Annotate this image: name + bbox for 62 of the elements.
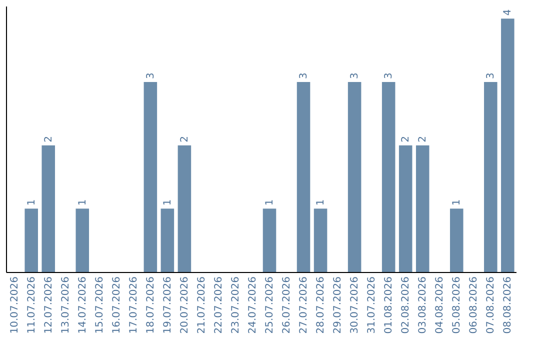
data-label: 3: [350, 72, 361, 79]
x-tick-label: 30.07.2026: [350, 276, 361, 334]
bar: [450, 208, 464, 272]
x-tick-label: 23.07.2026: [230, 276, 242, 334]
data-label: 1: [162, 199, 174, 206]
x-tick-label: 27.07.2026: [298, 276, 310, 334]
data-label: 2: [400, 136, 412, 142]
x-tick-label: 15.07.2026: [94, 276, 106, 334]
data-label: 3: [384, 72, 395, 79]
bar: [416, 145, 430, 272]
x-tick-label: 24.07.2026: [247, 276, 258, 334]
data-label: 2: [179, 136, 190, 142]
x-tick-label: 03.08.2026: [418, 276, 429, 334]
data-label: 4: [502, 9, 514, 16]
bar: [382, 82, 396, 272]
x-tick-label: 08.08.2026: [502, 276, 514, 334]
x-tick-label: 28.07.2026: [316, 276, 327, 334]
bar: [501, 18, 514, 272]
data-label: 3: [486, 72, 497, 79]
x-tick-label: 21.07.2026: [196, 276, 208, 334]
x-tick-label: 18.07.2026: [145, 276, 156, 334]
bar: [398, 145, 412, 272]
data-label: 2: [418, 136, 429, 142]
x-tick-label: 26.07.2026: [282, 276, 293, 334]
x-tick-label: 01.08.2026: [384, 276, 395, 334]
x-tick-label: 13.07.2026: [60, 276, 72, 334]
bar: [24, 208, 38, 272]
x-tick-label: 16.07.2026: [111, 276, 122, 334]
x-tick-label: 11.07.2026: [26, 276, 38, 334]
x-tick-label: 06.08.2026: [468, 276, 480, 334]
bar: [296, 82, 310, 272]
data-label: 1: [26, 199, 38, 206]
x-tick-label: 20.07.2026: [179, 276, 190, 334]
x-tick-label: 19.07.2026: [162, 276, 174, 334]
data-label: 1: [264, 199, 276, 206]
data-label: 3: [145, 72, 156, 79]
data-label: 1: [452, 199, 463, 206]
bar: [314, 208, 328, 272]
data-label: 1: [316, 199, 327, 206]
x-tick-label: 07.08.2026: [486, 276, 497, 334]
bar: [144, 82, 158, 272]
x-tick-label: 29.07.2026: [332, 276, 344, 334]
data-label: 1: [77, 199, 88, 206]
x-tick-label: 31.07.2026: [366, 276, 378, 334]
x-tick-label: 02.08.2026: [400, 276, 412, 334]
bar: [76, 208, 90, 272]
x-tick-label: 04.08.2026: [434, 276, 446, 334]
bar: [178, 145, 192, 272]
bar: [262, 208, 276, 272]
x-tick-label: 22.07.2026: [213, 276, 224, 334]
x-tick-label: 25.07.2026: [264, 276, 276, 334]
data-label: 3: [298, 72, 310, 79]
x-tick-label: 14.07.2026: [77, 276, 88, 334]
data-label: 2: [43, 136, 54, 142]
bar: [348, 82, 362, 272]
bar: [42, 145, 55, 272]
x-tick-label: 12.07.2026: [43, 276, 54, 334]
x-tick-label: 05.08.2026: [452, 276, 463, 334]
bar: [160, 208, 174, 272]
x-tick-label: 17.07.2026: [128, 276, 140, 334]
bar: [484, 82, 498, 272]
x-tick-label: 10.07.2026: [9, 276, 20, 334]
